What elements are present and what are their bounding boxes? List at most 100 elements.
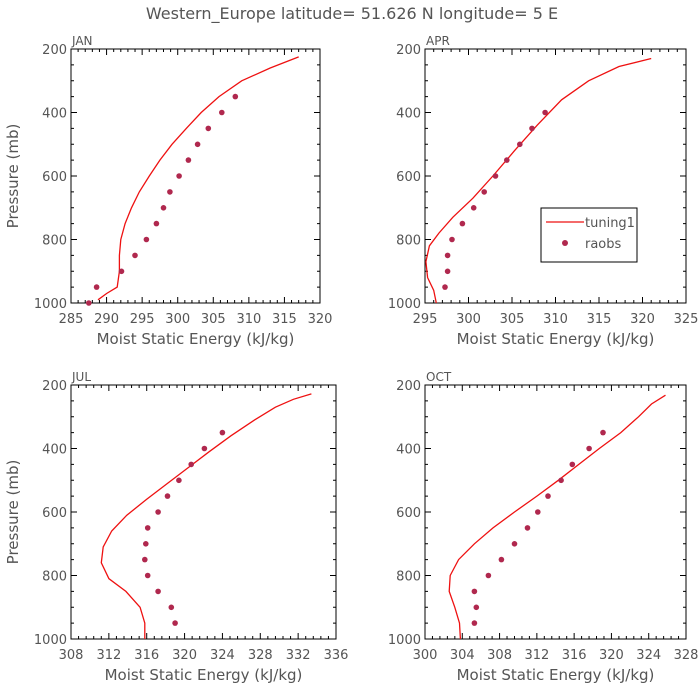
data-point-raobs [511,541,518,547]
panel-title: JAN [71,34,93,48]
x-tick-label: 300 [413,648,438,663]
panel-oct: 300 304 308 312 316 320 324 328 1000 800 600 400 200… [388,370,699,684]
data-point-raobs [201,445,208,452]
data-point-raobs [93,284,100,290]
x-tick-label: 285 [59,312,84,327]
x-tick-label: 295 [130,312,155,327]
data-point-raobs [176,173,182,179]
data-point-raobs [504,157,510,163]
x-axis-label: Moist Static Energy (kJ/kg) [97,330,295,348]
data-point-raobs [132,252,138,259]
data-point-raobs [473,604,480,611]
data-point-raobs [144,572,151,579]
y-tick-label: 400 [42,107,67,122]
data-point-raobs [188,461,194,468]
panel-title: JUL [71,370,91,384]
data-point-raobs [232,93,239,100]
data-point-raobs [172,620,178,626]
data-point-raobs [545,493,551,499]
x-axis-label: Moist Static Energy (kJ/kg) [457,330,655,348]
panel-title: APR [426,34,450,48]
data-point-raobs [164,493,171,499]
x-tick-label: 295 [413,312,438,327]
series-line-tuning1 [97,56,299,301]
series-line-tuning1 [425,57,652,304]
panel-frame [424,384,687,640]
x-tick-label: 324 [210,648,235,663]
x-axis-label: Moist Static Energy (kJ/kg) [105,666,303,684]
figure-title: Western_Europe latitude= 51.626 N longit… [146,4,558,24]
y-tick-label: 600 [396,170,421,185]
data-point-raobs [569,461,576,468]
data-point-raobs [535,509,541,515]
panel-jul: 308 312 316 320 324 328 332 336 1000 800 600 400 200… [4,370,348,684]
data-point-raobs [86,300,92,306]
data-point-raobs [155,509,161,515]
data-point-raobs [185,157,192,163]
panel-jan: 285 290 295 300 305 310 315 320 1000 800 600 400 200… [4,34,332,348]
y-tick-label: 200 [42,379,67,394]
y-tick-label: 1000 [34,633,67,648]
data-point-raobs [143,236,150,243]
data-point-raobs [586,445,592,452]
data-point-raobs [481,189,488,195]
data-point-raobs [142,556,148,563]
data-point-raobs [194,141,201,148]
x-tick-label: 328 [674,648,699,663]
data-point-raobs [167,189,173,195]
data-point-raobs [485,572,492,579]
data-point-raobs [558,477,564,484]
y-tick-label: 200 [396,379,421,394]
data-point-raobs [471,588,478,595]
x-tick-label: 324 [636,648,661,663]
x-tick-label: 316 [134,648,159,663]
data-point-raobs [144,525,151,531]
series-line-tuning1 [448,394,666,640]
data-point-raobs [470,205,477,211]
x-tick-label: 304 [450,648,475,663]
y-tick-label: 600 [42,506,67,521]
x-tick-label: 308 [487,648,512,663]
data-point-raobs [153,220,160,227]
data-point-raobs [459,220,466,227]
data-point-raobs [219,429,226,436]
x-tick-label: 300 [456,312,481,327]
data-point-raobs [498,556,505,563]
data-point-raobs [471,620,478,626]
y-tick-label: 800 [396,570,421,585]
x-tick-label: 320 [599,648,624,663]
x-tick-label: 310 [236,312,261,327]
y-tick-label: 1000 [388,297,421,312]
x-axis-label: Moist Static Energy (kJ/kg) [457,666,655,684]
data-point-raobs [444,252,451,259]
y-tick-label: 400 [396,107,421,122]
series-line-tuning1 [100,393,312,639]
legend: tuning1 raobs [540,207,638,263]
data-point-raobs [449,236,455,243]
x-tick-label: 290 [94,312,119,327]
x-tick-label: 320 [172,648,197,663]
data-point-raobs [160,205,167,211]
y-tick-label: 200 [396,43,421,58]
x-tick-label: 332 [286,648,311,663]
x-tick-label: 300 [165,312,190,327]
x-tick-label: 308 [59,648,84,663]
y-tick-label: 1000 [388,633,421,648]
panel-frame [424,48,687,304]
data-point-raobs [444,268,451,275]
x-tick-label: 315 [272,312,297,327]
x-tick-label: 320 [630,312,655,327]
legend-model-label: tuning1 [585,216,635,231]
data-point-raobs [118,268,125,275]
panel-title: OCT [426,370,452,384]
y-tick-label: 800 [42,570,67,585]
y-tick-label: 1000 [34,297,67,312]
y-tick-label: 400 [42,443,67,458]
y-tick-label: 800 [396,234,421,249]
data-point-raobs [219,109,225,116]
data-point-raobs [542,109,548,116]
panel-frame [70,384,337,640]
y-tick-label: 800 [42,234,67,249]
panel-apr: 295 300 305 310 315 320 325 1000 800 600 400 200 APR… [388,34,699,348]
